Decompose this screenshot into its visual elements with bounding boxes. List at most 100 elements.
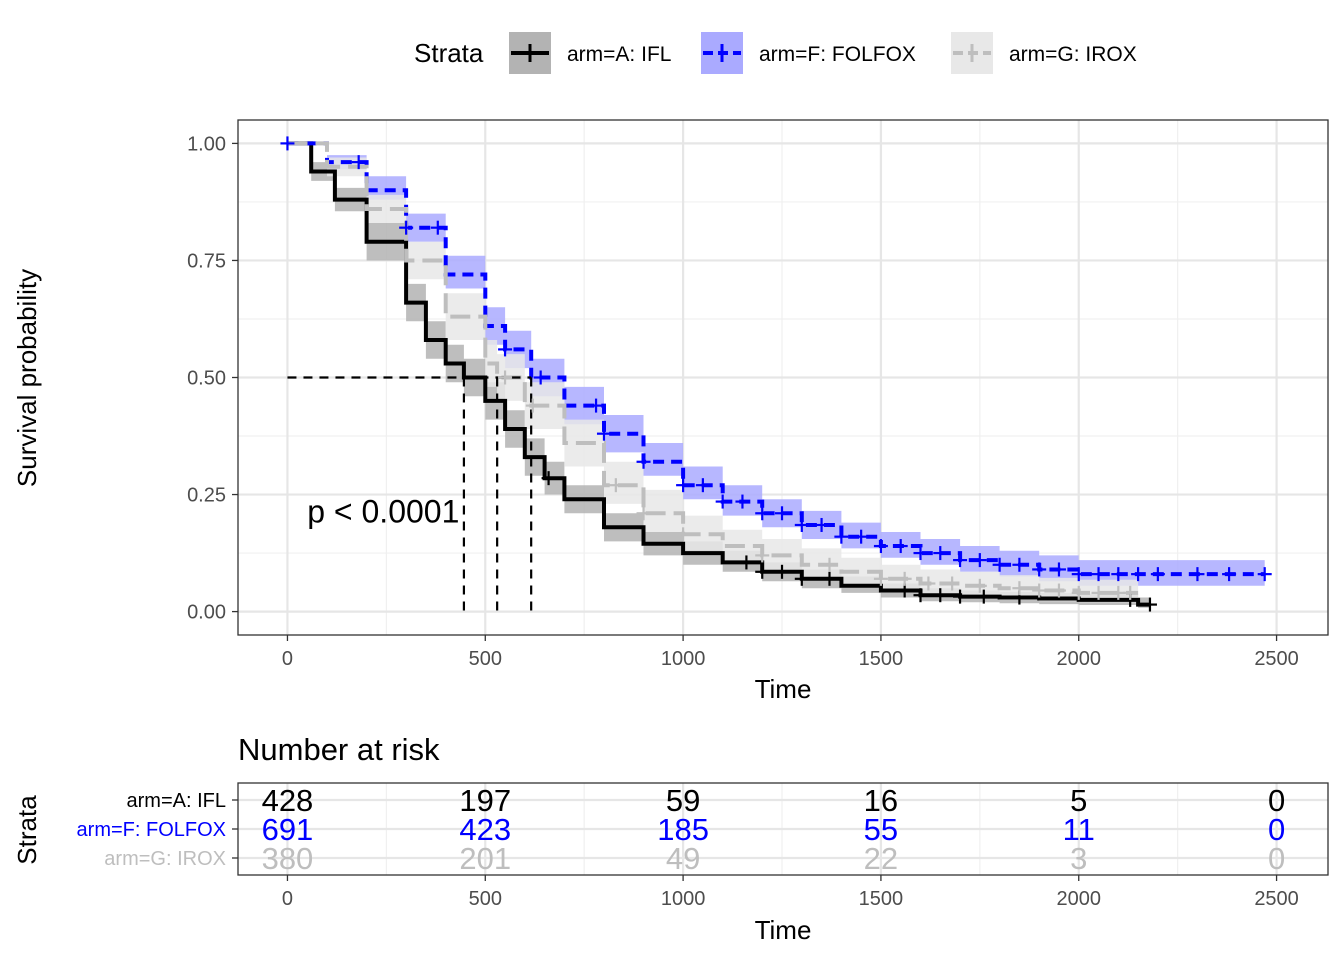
x-tick-label: 1000 [661,648,706,670]
legend-label: arm=F: FOLFOX [759,43,916,66]
censor-mark-arm-f-folfox [913,546,928,561]
censor-mark-arm-g-irox [498,370,513,385]
censor-mark-arm-f-folfox [533,370,548,385]
risk-cell-arm-f-folfox: 55 [864,812,898,847]
y-tick-label: 0.00 [187,602,226,624]
censor-mark-arm-f-folfox [1071,567,1086,582]
risk-table-cells: 428 197 59 16 5 0 691 423 185 55 11 0 380 201 49 22 3 0 [262,783,1286,876]
risk-cell-arm-a-ifl: 197 [459,783,511,818]
censor-mark-arm-f-folfox [1257,567,1272,582]
x-tick-label: 2500 [1254,888,1299,910]
legend-entry-arm-a-ifl: arm=A: IFL [509,32,671,74]
censor-mark-arm-f-folfox [280,136,295,151]
censor-mark-arm-g-irox [1091,585,1106,600]
x-tick-label: 1500 [859,648,904,670]
x-axis-ticks: 0 500 1000 1500 2000 2500 [282,635,1299,670]
x-tick-label: 1000 [661,888,706,910]
risk-y-axis-title: Strata [12,795,42,865]
censor-mark-arm-f-folfox [893,539,908,554]
ci-band-arm-f-folfox [287,143,1265,586]
risk-row-label-arm-a-ifl: arm=A: IFL [127,790,226,812]
x-tick-label: 500 [469,648,502,670]
censor-mark-arm-f-folfox [1222,567,1237,582]
censor-mark-arm-f-folfox [1032,562,1047,577]
censor-mark-arm-f-folfox [972,553,987,568]
risk-cell-arm-f-folfox: 185 [657,812,709,847]
risk-table-title: Number at risk [238,732,440,767]
censor-mark-arm-f-folfox [695,478,710,493]
risk-cell-arm-a-ifl: 428 [262,783,314,818]
risk-cell-arm-f-folfox: 11 [1063,812,1095,847]
censor-mark-arm-f-folfox [589,398,604,413]
censor-mark-arm-f-folfox [498,342,513,357]
censor-mark-arm-f-folfox [755,506,770,521]
censor-mark-arm-f-folfox [953,553,968,568]
censor-mark-arm-g-irox [897,571,912,586]
censor-mark-arm-g-irox [1012,581,1027,596]
censor-mark-arm-f-folfox [873,539,888,554]
y-axis-title: Survival probability [12,269,42,487]
censor-mark-arm-f-folfox [775,506,790,521]
censor-mark-arm-a-ifl [755,564,770,579]
p-value-annotation: p < 0.0001 [307,494,459,530]
risk-cell-arm-f-folfox: 423 [459,812,511,847]
risk-table-gridlines [238,783,1328,875]
x-tick-label: 0 [282,888,293,910]
confidence-bands [287,143,1265,608]
censor-mark-arm-g-irox [1123,585,1138,600]
y-tick-label: 1.00 [187,133,226,155]
risk-cell-arm-g-irox: 201 [459,841,511,876]
censor-mark-arm-f-folfox [351,155,366,170]
median-lines [287,376,533,612]
risk-cell-arm-g-irox: 0 [1268,841,1285,876]
x-axis-title: Time [755,674,812,704]
censor-mark-arm-g-irox [972,578,987,593]
legend: Strata arm=A: IFL arm=F: FOLFOX arm=G: IRO… [414,32,1137,74]
risk-x-axis-ticks: 0 500 1000 1500 2000 2500 [282,875,1299,910]
censor-mark-arm-f-folfox [430,220,445,235]
x-tick-label: 1500 [859,888,904,910]
censor-mark-arm-f-folfox [834,529,849,544]
censor-mark-arm-f-folfox [735,494,750,509]
risk-table-row-labels: arm=A: IFL arm=F: FOLFOX arm=G: IROX [77,790,238,870]
censor-mark-arm-g-irox [1032,583,1047,598]
censor-marks [280,136,1272,612]
x-tick-label: 2000 [1056,888,1101,910]
censor-mark-arm-f-folfox [676,478,691,493]
censor-mark-arm-a-ifl [794,571,809,586]
risk-table: Number at risk 428 197 59 16 5 0 691 423 185 55 11… [12,732,1329,945]
x-tick-label: 0 [282,648,293,670]
censor-mark-arm-f-folfox [854,529,869,544]
censor-mark-arm-g-irox [921,576,936,591]
censor-mark-arm-f-folfox [992,557,1007,572]
risk-cell-arm-f-folfox: 691 [262,812,314,847]
censor-mark-arm-g-irox [945,576,960,591]
risk-cell-arm-g-irox: 49 [666,841,700,876]
legend-title: Strata [414,38,484,68]
censor-mark-arm-g-irox [608,478,623,493]
censor-mark-arm-a-ifl [953,589,968,604]
y-tick-label: 0.50 [187,368,226,390]
censor-mark-arm-g-irox [636,506,651,521]
risk-cell-arm-g-irox: 3 [1070,841,1087,876]
risk-cell-arm-a-ifl: 59 [666,783,700,818]
censor-mark-arm-f-folfox [1111,567,1126,582]
censor-mark-arm-g-irox [1051,583,1066,598]
ci-band-arm-a-ifl [287,143,1150,608]
censor-mark-arm-a-ifl [933,588,948,603]
censor-mark-arm-f-folfox [933,546,948,561]
censor-mark-arm-a-ifl [897,583,912,598]
gridlines [238,120,1328,635]
risk-row-label-arm-f-folfox: arm=F: FOLFOX [77,819,226,841]
censor-mark-arm-a-ifl [1142,597,1157,612]
censor-mark-arm-f-folfox [596,426,611,441]
censor-mark-arm-a-ifl [822,571,837,586]
risk-cell-arm-g-irox: 22 [864,841,898,876]
survival-curve-arm-a-ifl [287,141,1150,607]
legend-label: arm=A: IFL [567,43,671,66]
y-tick-label: 0.75 [187,250,226,272]
censor-mark-arm-g-irox [1071,585,1086,600]
censor-mark-arm-g-irox [873,571,888,586]
censor-mark-arm-a-ifl [775,564,790,579]
censor-mark-arm-f-folfox [1190,567,1205,582]
